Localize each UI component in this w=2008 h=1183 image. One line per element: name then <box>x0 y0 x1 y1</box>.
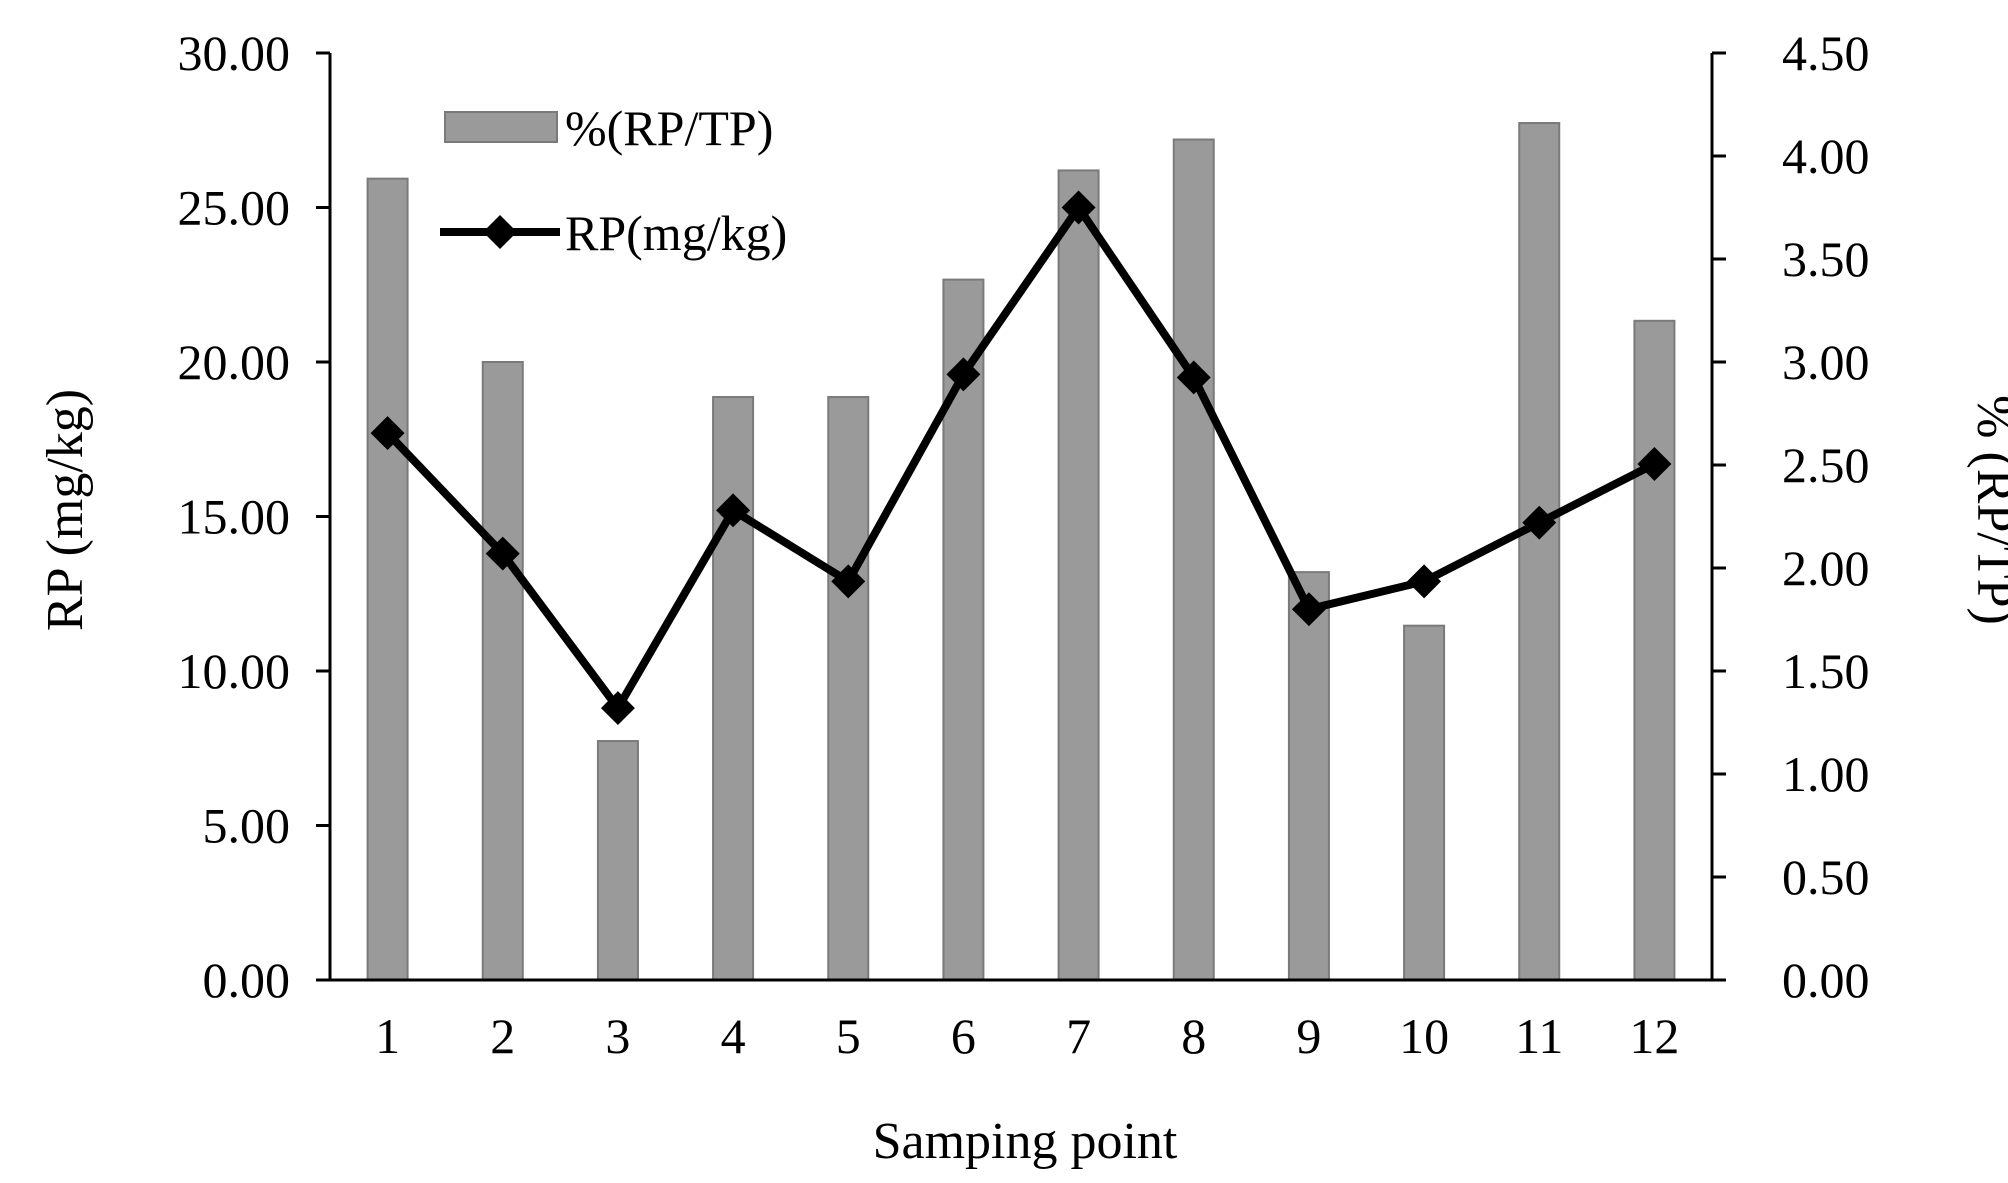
line-point-1 <box>370 416 405 451</box>
left-axis-ticks: 0.00 5.00 10.00 15.00 20.00 25.00 30.00 <box>178 25 330 1008</box>
bar-series <box>366 122 1676 982</box>
line-point-9 <box>1291 592 1326 627</box>
bar-3 <box>596 740 639 981</box>
x-tick-label: 12 <box>1629 1008 1679 1064</box>
right-tick-label: 2.00 <box>1782 540 1870 596</box>
bar-12 <box>1633 319 1676 981</box>
line-series <box>370 190 1672 726</box>
x-tick-label: 3 <box>605 1008 630 1064</box>
right-tick-label: 0.00 <box>1782 952 1870 1008</box>
x-tick-label: 5 <box>836 1008 861 1064</box>
bar-10 <box>1403 624 1446 981</box>
x-tick-label: 7 <box>1066 1008 1091 1064</box>
x-tick-label: 2 <box>490 1008 515 1064</box>
bar-11 <box>1518 122 1561 982</box>
line-point-6 <box>946 357 981 392</box>
bar-7 <box>1057 169 1100 982</box>
left-tick-label: 25.00 <box>178 180 291 236</box>
x-axis-ticks: 1 2 3 4 5 6 7 8 9 10 11 12 <box>375 1008 1679 1064</box>
bar-9 <box>1287 571 1330 981</box>
x-tick-label: 6 <box>951 1008 976 1064</box>
legend-line-marker <box>483 215 517 249</box>
bar-4 <box>712 396 755 981</box>
left-tick-label: 20.00 <box>178 334 291 390</box>
line-point-10 <box>1407 564 1442 599</box>
line-point-7 <box>1061 190 1096 225</box>
line-point-2 <box>485 536 520 571</box>
line-point-5 <box>831 564 866 599</box>
line-point-8 <box>1176 360 1211 395</box>
line-point-11 <box>1522 505 1557 540</box>
right-tick-label: 0.50 <box>1782 849 1870 905</box>
left-tick-label: 30.00 <box>178 25 291 81</box>
x-tick-label: 4 <box>721 1008 746 1064</box>
right-tick-label: 1.50 <box>1782 643 1870 699</box>
bar-8 <box>1172 138 1215 981</box>
right-tick-label: 3.50 <box>1782 231 1870 287</box>
bar-1 <box>366 177 409 982</box>
right-tick-label: 4.50 <box>1782 25 1870 81</box>
x-axis-title: Samping point <box>873 1113 1178 1170</box>
left-axis-title: RP (mg/kg) <box>37 389 94 631</box>
line-point-4 <box>716 493 751 528</box>
rp-line <box>384 203 1657 713</box>
bar-2 <box>481 361 524 981</box>
x-tick-label: 1 <box>375 1008 400 1064</box>
right-tick-label: 4.00 <box>1782 128 1870 184</box>
legend-bar-swatch <box>444 111 558 143</box>
right-axis-title: % (RP/TP) <box>1966 395 2008 625</box>
legend-label-bar: %(RP/TP) <box>565 100 773 156</box>
legend-label-line: RP(mg/kg) <box>565 205 787 261</box>
left-tick-label: 0.00 <box>203 952 291 1008</box>
right-tick-label: 2.50 <box>1782 437 1870 493</box>
axes <box>328 53 1714 982</box>
bar-5 <box>827 396 870 981</box>
left-tick-label: 10.00 <box>178 643 291 699</box>
x-tick-label: 8 <box>1181 1008 1206 1064</box>
line-point-3 <box>600 691 635 726</box>
left-tick-label: 15.00 <box>178 489 291 545</box>
left-tick-label: 5.00 <box>203 798 291 854</box>
x-tick-label: 10 <box>1399 1008 1449 1064</box>
right-tick-label: 1.00 <box>1782 746 1870 802</box>
legend: %(RP/TP) RP(mg/kg) <box>440 100 787 261</box>
right-axis-ticks: 0.00 0.50 1.00 1.50 2.00 2.50 3.00 3.50 4.00 4.50 <box>1712 25 1870 1008</box>
x-tick-label: 11 <box>1515 1008 1563 1064</box>
x-tick-label: 9 <box>1296 1008 1321 1064</box>
line-point-12 <box>1637 446 1672 481</box>
right-tick-label: 3.00 <box>1782 334 1870 390</box>
